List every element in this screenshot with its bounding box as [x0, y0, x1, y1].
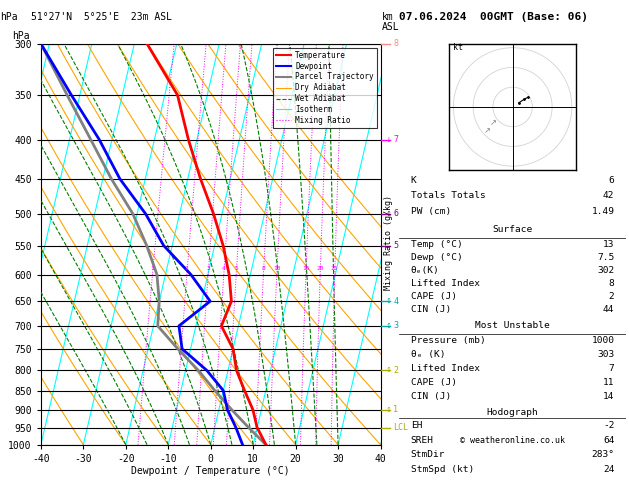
Text: 64: 64: [603, 435, 615, 445]
Text: ↓: ↓: [386, 137, 391, 142]
Text: StmDir: StmDir: [411, 450, 445, 459]
Text: Most Unstable: Most Unstable: [476, 321, 550, 330]
Text: 07.06.2024  00GMT (Base: 06): 07.06.2024 00GMT (Base: 06): [399, 12, 588, 22]
Text: 3: 3: [393, 321, 398, 330]
Text: CAPE (J): CAPE (J): [411, 292, 457, 301]
Text: 5: 5: [235, 266, 238, 271]
Legend: Temperature, Dewpoint, Parcel Trajectory, Dry Adiabat, Wet Adiabat, Isotherm, Mi: Temperature, Dewpoint, Parcel Trajectory…: [273, 48, 377, 128]
Text: CIN (J): CIN (J): [411, 392, 451, 401]
Text: Hodograph: Hodograph: [487, 408, 538, 417]
Text: 6: 6: [393, 209, 398, 218]
Text: 13: 13: [603, 240, 615, 249]
Text: 2: 2: [185, 266, 189, 271]
Text: 42: 42: [603, 191, 615, 200]
Text: kt: kt: [454, 43, 464, 52]
Text: ↕: ↕: [386, 323, 391, 329]
Text: $\nearrow$: $\nearrow$: [482, 126, 492, 135]
Text: θₑ (K): θₑ (K): [411, 350, 445, 359]
Text: LCL: LCL: [393, 423, 408, 432]
Text: 20: 20: [316, 266, 324, 271]
Text: θₑ(K): θₑ(K): [411, 266, 440, 275]
Text: 7: 7: [609, 364, 615, 373]
Text: Lifted Index: Lifted Index: [411, 364, 480, 373]
Text: ↕: ↕: [386, 367, 391, 373]
Text: ↕: ↕: [386, 211, 391, 217]
Text: 2: 2: [609, 292, 615, 301]
Text: 8: 8: [262, 266, 265, 271]
Text: Surface: Surface: [493, 225, 533, 234]
Text: -2: -2: [603, 421, 615, 430]
Text: 14: 14: [603, 392, 615, 401]
Text: 2: 2: [393, 366, 398, 375]
Text: 7: 7: [393, 135, 398, 144]
Text: 302: 302: [598, 266, 615, 275]
Text: 4: 4: [222, 266, 226, 271]
Text: PW (cm): PW (cm): [411, 207, 451, 215]
Text: 44: 44: [603, 305, 615, 314]
Text: 4: 4: [393, 297, 398, 306]
Text: ↕: ↕: [386, 407, 391, 413]
Text: 25: 25: [331, 266, 338, 271]
Text: Lifted Index: Lifted Index: [411, 279, 480, 288]
Text: 1000: 1000: [591, 336, 615, 345]
Text: 16: 16: [302, 266, 309, 271]
Text: 8: 8: [609, 279, 615, 288]
Text: CAPE (J): CAPE (J): [411, 378, 457, 387]
Text: EH: EH: [411, 421, 422, 430]
Text: Pressure (mb): Pressure (mb): [411, 336, 486, 345]
Text: 3: 3: [206, 266, 210, 271]
Text: $\nearrow$: $\nearrow$: [488, 118, 498, 127]
Text: 303: 303: [598, 350, 615, 359]
Text: 5: 5: [393, 241, 398, 250]
Text: 8: 8: [393, 39, 398, 48]
Text: 283°: 283°: [591, 450, 615, 459]
Text: Mixing Ratio (g/kg): Mixing Ratio (g/kg): [384, 195, 392, 291]
Text: 10: 10: [273, 266, 281, 271]
Text: K: K: [411, 176, 416, 185]
Text: km: km: [382, 12, 394, 22]
Text: 51°27'N  5°25'E  23m ASL: 51°27'N 5°25'E 23m ASL: [31, 12, 172, 22]
Text: StmSpd (kt): StmSpd (kt): [411, 465, 474, 473]
Text: 1: 1: [393, 405, 398, 414]
Text: 1: 1: [150, 266, 154, 271]
Text: hPa: hPa: [0, 12, 18, 22]
Text: 6: 6: [609, 176, 615, 185]
Text: ↕: ↕: [386, 298, 391, 304]
Text: 7.5: 7.5: [598, 253, 615, 262]
Text: CIN (J): CIN (J): [411, 305, 451, 314]
Text: hPa: hPa: [13, 31, 30, 41]
Text: SREH: SREH: [411, 435, 434, 445]
Text: 24: 24: [603, 465, 615, 473]
Text: © weatheronline.co.uk: © weatheronline.co.uk: [460, 435, 565, 445]
Text: Dewp (°C): Dewp (°C): [411, 253, 462, 262]
Text: Temp (°C): Temp (°C): [411, 240, 462, 249]
Text: Totals Totals: Totals Totals: [411, 191, 486, 200]
Text: ASL: ASL: [382, 22, 399, 32]
X-axis label: Dewpoint / Temperature (°C): Dewpoint / Temperature (°C): [131, 467, 290, 476]
Text: 11: 11: [603, 378, 615, 387]
Text: 1.49: 1.49: [591, 207, 615, 215]
